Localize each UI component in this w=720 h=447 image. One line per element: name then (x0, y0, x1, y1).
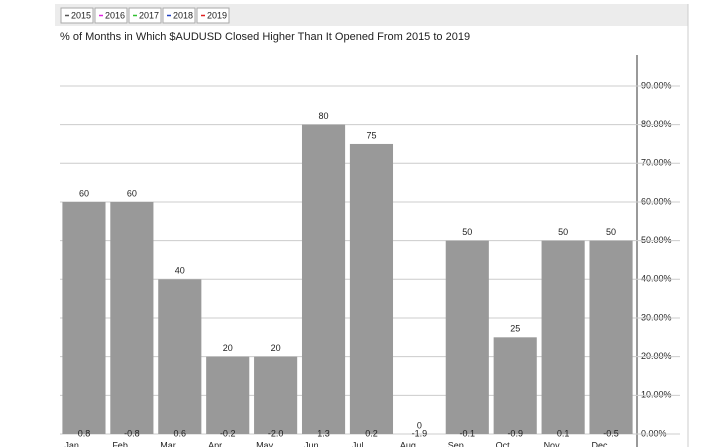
bar (254, 356, 298, 434)
bar (62, 201, 106, 434)
y-tick-label: 40.00% (641, 274, 672, 284)
y-tick-label: 50.00% (641, 235, 672, 245)
value-label: 80 (319, 111, 329, 121)
legend-label[interactable]: 2016 (105, 10, 125, 20)
x-tick-label: Jul (352, 440, 364, 447)
bar-footer-label: -0.2 (220, 428, 236, 438)
value-label: 50 (462, 227, 472, 237)
value-label: 60 (127, 188, 137, 198)
bar (158, 279, 202, 434)
x-tick-label: Aug (400, 440, 416, 447)
value-label: 50 (558, 227, 568, 237)
x-tick-label: Mar (160, 440, 176, 447)
x-tick-label: Jun (304, 440, 319, 447)
bar (110, 201, 154, 434)
legend-button[interactable] (162, 7, 196, 24)
y-tick-label: 80.00% (641, 119, 672, 129)
legend-label[interactable]: 2019 (207, 10, 227, 20)
y-tick-label: 60.00% (641, 196, 672, 206)
legend-button[interactable] (60, 7, 94, 24)
bar (301, 124, 346, 434)
value-label: 60 (79, 188, 89, 198)
x-tick-label: Apr (208, 440, 222, 447)
x-tick-label: Nov (544, 440, 561, 447)
y-tick-label: 90.00% (641, 80, 672, 90)
bar (541, 240, 585, 434)
legend-label[interactable]: 2018 (173, 10, 193, 20)
legend-button[interactable] (128, 7, 162, 24)
value-label: 0 (417, 420, 422, 430)
legend-button[interactable] (94, 7, 128, 24)
bar-footer-label: -0.8 (124, 428, 140, 438)
bar-footer-label: -2.0 (268, 428, 284, 438)
x-tick-label: Oct (496, 440, 511, 447)
value-label: 75 (366, 130, 376, 140)
bar-footer-label: 0.8 (78, 428, 91, 438)
bar (349, 143, 394, 434)
bar (445, 240, 489, 434)
bar-footer-label: 0.1 (557, 428, 570, 438)
bar (493, 337, 537, 434)
value-label: 50 (606, 227, 616, 237)
bar-footer-label: -0.9 (507, 428, 523, 438)
value-label: 40 (175, 266, 185, 276)
y-tick-label: 10.00% (641, 390, 672, 400)
value-label: 25 (510, 324, 520, 334)
bar-footer-label: 1.3 (317, 428, 330, 438)
chart-title: % of Months in Which $AUDUSD Closed High… (60, 31, 470, 43)
x-tick-label: Feb (112, 440, 128, 447)
bar (589, 240, 633, 434)
legend-button[interactable] (196, 7, 230, 24)
bar-footer-label: 0.6 (174, 428, 187, 438)
value-label: 20 (223, 343, 233, 353)
legend-label[interactable]: 2017 (139, 10, 159, 20)
bar-footer-label: 0.2 (365, 428, 378, 438)
x-tick-label: Dec (591, 440, 608, 447)
value-label: 20 (271, 343, 281, 353)
y-tick-label: 70.00% (641, 158, 672, 168)
x-tick-label: Jan (64, 440, 79, 447)
y-tick-label: 0.00% (641, 428, 667, 438)
bar (206, 356, 250, 434)
y-tick-label: 20.00% (641, 351, 672, 361)
legend-label[interactable]: 2015 (71, 10, 91, 20)
x-tick-label: Sep (448, 440, 464, 447)
x-tick-label: May (256, 440, 274, 447)
y-tick-label: 30.00% (641, 312, 672, 322)
bar-footer-label: -0.5 (603, 428, 619, 438)
bar-footer-label: -0.1 (460, 428, 476, 438)
bar-footer-label: -1.9 (412, 428, 428, 438)
